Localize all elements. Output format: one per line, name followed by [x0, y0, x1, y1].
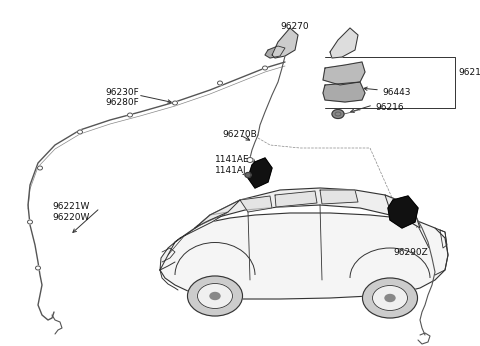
Polygon shape	[265, 46, 285, 58]
Ellipse shape	[128, 113, 132, 117]
Ellipse shape	[332, 109, 344, 118]
Ellipse shape	[188, 276, 242, 316]
Ellipse shape	[372, 285, 408, 310]
Ellipse shape	[217, 81, 223, 85]
Polygon shape	[240, 196, 272, 212]
Polygon shape	[320, 190, 358, 204]
Ellipse shape	[210, 292, 220, 300]
Ellipse shape	[245, 173, 251, 177]
Text: 96290Z: 96290Z	[393, 248, 428, 257]
Ellipse shape	[263, 66, 267, 70]
Text: 96443: 96443	[382, 88, 410, 97]
Polygon shape	[330, 28, 358, 58]
Text: 96210L: 96210L	[458, 68, 480, 77]
Polygon shape	[323, 82, 365, 102]
Text: 96230F: 96230F	[105, 88, 139, 97]
Ellipse shape	[37, 166, 43, 170]
Polygon shape	[195, 200, 240, 228]
Polygon shape	[272, 28, 298, 58]
Ellipse shape	[197, 283, 232, 309]
Polygon shape	[323, 62, 365, 85]
Ellipse shape	[77, 130, 83, 134]
Polygon shape	[195, 188, 420, 228]
Ellipse shape	[27, 220, 33, 224]
Polygon shape	[160, 213, 448, 299]
Ellipse shape	[247, 157, 253, 163]
Text: 1141AJ: 1141AJ	[215, 166, 247, 175]
Polygon shape	[275, 191, 317, 207]
Text: 96220W: 96220W	[52, 213, 89, 222]
Polygon shape	[385, 195, 415, 215]
Ellipse shape	[385, 294, 395, 301]
Text: 96270: 96270	[281, 22, 309, 31]
Ellipse shape	[362, 278, 418, 318]
Text: 96216: 96216	[375, 103, 404, 112]
Polygon shape	[160, 212, 228, 270]
Text: 96221W: 96221W	[52, 202, 89, 211]
Text: 96280F: 96280F	[105, 98, 139, 107]
Polygon shape	[388, 196, 418, 228]
Text: 1141AE: 1141AE	[215, 155, 250, 164]
Text: 96270B: 96270B	[222, 130, 257, 139]
Polygon shape	[248, 158, 272, 188]
Ellipse shape	[172, 101, 178, 105]
Ellipse shape	[36, 266, 40, 270]
